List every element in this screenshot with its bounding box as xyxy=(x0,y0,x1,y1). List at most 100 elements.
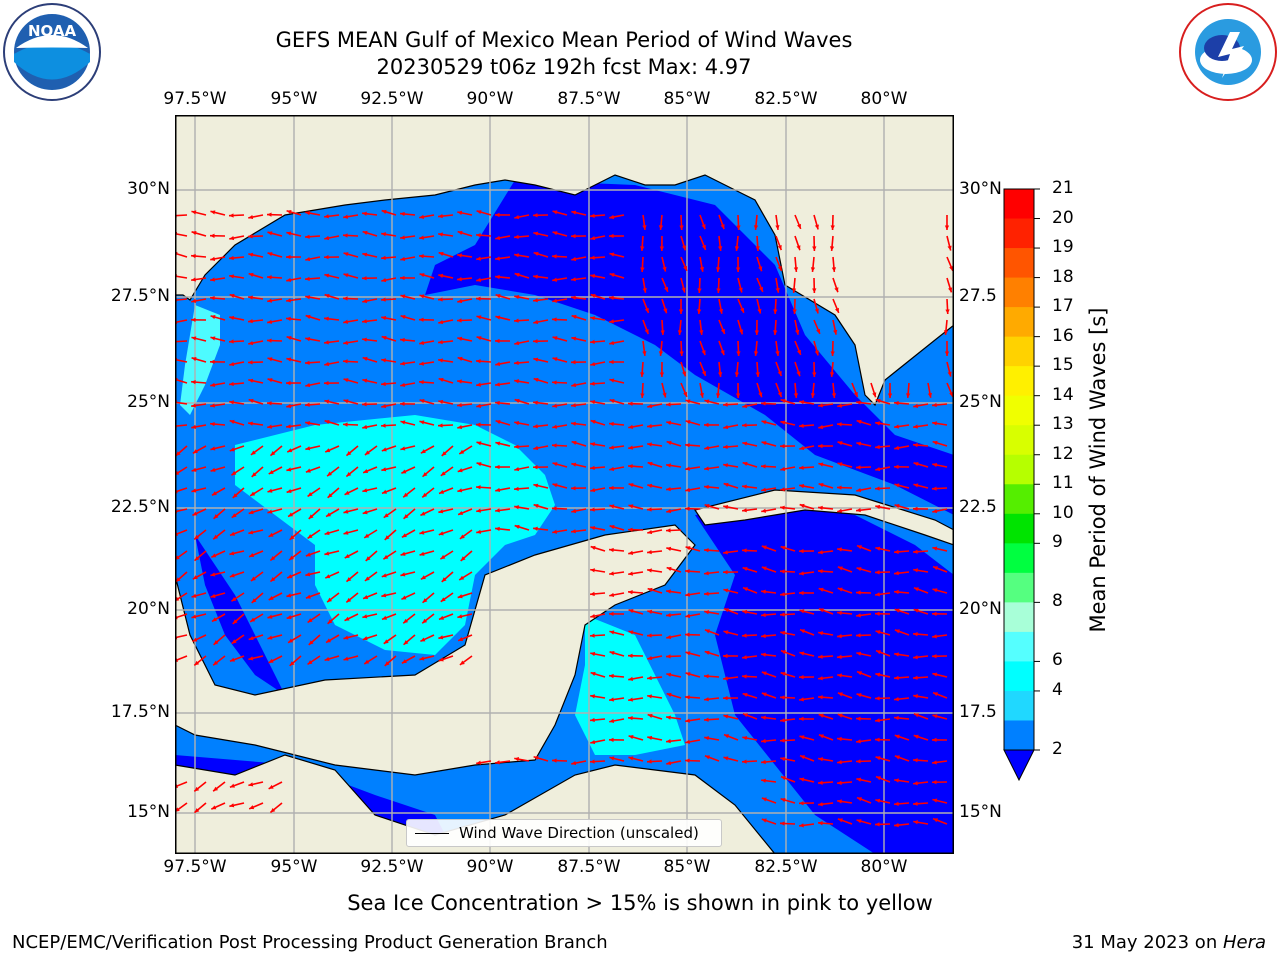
wave-arrow-head xyxy=(590,613,596,619)
wave-arrow-head xyxy=(913,632,918,637)
wave-arrow-head xyxy=(552,277,558,282)
wave-arrow-head xyxy=(887,393,893,398)
wave-arrow-head xyxy=(780,695,785,700)
wave-arrow-head xyxy=(457,253,462,258)
wave-arrow-head xyxy=(723,695,728,701)
wave-arrow-head xyxy=(438,319,444,325)
wave-arrow-head xyxy=(364,450,370,455)
wave-arrow-head xyxy=(324,340,329,345)
wave-arrow-head xyxy=(837,818,843,823)
wave-arrow-head xyxy=(853,391,858,397)
wave-arrow-head xyxy=(211,553,217,558)
colorbar-segment xyxy=(1004,543,1034,574)
wave-arrow-head xyxy=(476,296,481,301)
wave-arrow-head xyxy=(831,267,837,272)
wave-arrow-head xyxy=(666,692,672,697)
wave-arrow-head xyxy=(856,400,861,405)
wave-arrow-head xyxy=(799,548,804,554)
wave-arrow-head xyxy=(533,424,538,429)
wave-arrow-head xyxy=(933,692,938,697)
wave-arrow-head xyxy=(736,225,741,230)
wave-arrow-head xyxy=(268,784,274,789)
wave-arrow-head xyxy=(818,550,823,555)
wave-arrow-head xyxy=(856,613,861,618)
wave-arrow-head xyxy=(267,319,273,324)
wave-arrow-head xyxy=(718,372,723,377)
wave-arrow-head xyxy=(191,298,197,304)
colorbar-segment xyxy=(1004,366,1034,397)
wave-arrow-head xyxy=(571,210,577,215)
wave-arrow-head xyxy=(191,403,196,408)
wave-arrow-head xyxy=(457,356,463,361)
wave-arrow-head xyxy=(662,266,667,272)
wave-arrow-head xyxy=(210,446,216,451)
wave-arrow-head xyxy=(831,393,837,398)
wave-arrow-head xyxy=(308,514,314,519)
wave-arrow-head xyxy=(305,468,311,473)
wave-arrow-head xyxy=(628,424,634,429)
wave-arrow-head xyxy=(325,448,331,453)
wave-arrow-head xyxy=(495,441,501,446)
wave-arrow-head xyxy=(677,330,683,335)
wave-arrow-head xyxy=(286,209,292,215)
wave-arrow-head xyxy=(799,651,805,656)
wave-arrow-head xyxy=(229,361,235,367)
wave-arrow-head xyxy=(723,482,729,487)
wave-arrow-head xyxy=(685,546,691,551)
wave-arrow-head xyxy=(723,588,729,593)
wave-arrow-head xyxy=(419,656,425,661)
wave-arrow-head xyxy=(270,451,276,456)
wave-arrow-head xyxy=(210,233,215,238)
wave-arrow-head xyxy=(799,423,804,428)
wave-arrow-head xyxy=(248,656,254,661)
wave-arrow-head xyxy=(267,635,273,640)
wave-arrow-head xyxy=(837,673,842,678)
wave-arrow-head xyxy=(420,575,426,580)
wave-arrow-head xyxy=(495,315,501,320)
colorbar-tick-label: 17 xyxy=(1052,296,1074,317)
wave-arrow-head xyxy=(609,756,615,761)
wave-arrow-head xyxy=(495,338,500,344)
wave-arrow-head xyxy=(590,274,596,279)
wave-arrow-head xyxy=(326,638,332,643)
wave-arrow-head xyxy=(324,380,329,386)
wave-arrow-head xyxy=(818,713,824,718)
wave-arrow-head xyxy=(552,357,558,362)
wave-arrow-head xyxy=(571,440,577,446)
wave-arrow-head xyxy=(459,449,465,454)
wave-arrow-head xyxy=(609,272,615,278)
wave-arrow-head xyxy=(364,576,370,581)
wave-arrow-head xyxy=(856,693,862,698)
lon-tick-label-bottom: 95°W xyxy=(270,857,318,877)
wave-arrow-head xyxy=(270,555,276,561)
wave-arrow-head xyxy=(346,597,352,603)
wave-arrow-head xyxy=(289,535,295,540)
wave-arrow-head xyxy=(419,294,425,299)
wave-arrow-head xyxy=(913,655,918,660)
wave-arrow-head xyxy=(761,715,766,720)
wave-arrow-head xyxy=(642,351,647,356)
wave-arrow-head xyxy=(210,336,216,341)
wave-arrow-head xyxy=(685,443,690,448)
wave-arrow-head xyxy=(799,777,805,782)
wave-arrow-head xyxy=(932,421,937,426)
wave-arrow-head xyxy=(590,419,596,424)
wave-arrow-head xyxy=(647,655,653,661)
wave-arrow-head xyxy=(761,420,767,425)
wave-arrow-head xyxy=(742,735,748,741)
wave-arrow-head xyxy=(666,654,671,659)
wave-arrow-head xyxy=(704,466,709,471)
wave-arrow-head xyxy=(628,445,633,450)
wave-arrow-head xyxy=(213,660,219,666)
wave-arrow-head xyxy=(697,288,702,293)
wave-arrow-head xyxy=(609,340,615,346)
wave-arrow-head xyxy=(932,546,938,551)
wave-arrow-head xyxy=(231,596,237,602)
wave-arrow-head xyxy=(590,633,595,638)
wave-arrow-head xyxy=(343,422,348,427)
wave-arrow-head xyxy=(343,399,349,404)
wave-arrow-head xyxy=(248,421,253,426)
wave-arrow-head xyxy=(609,319,614,324)
wave-arrow-head xyxy=(381,297,386,302)
wave-arrow-head xyxy=(945,309,950,314)
